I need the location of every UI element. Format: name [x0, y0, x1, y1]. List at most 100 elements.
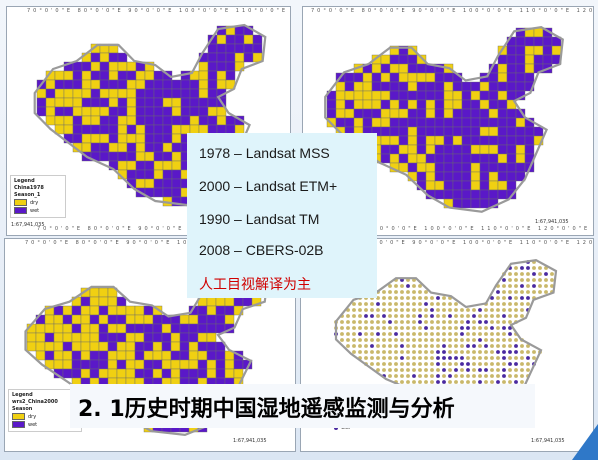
scene-cell	[152, 332, 163, 343]
scene-cell	[62, 368, 73, 379]
dry-swatch	[12, 413, 25, 420]
sample-dot	[454, 320, 458, 324]
scene-cell	[161, 368, 172, 379]
sample-dot	[418, 344, 422, 348]
scene-cell	[515, 117, 526, 128]
sample-dot	[442, 380, 446, 384]
scene-cell	[470, 126, 481, 137]
scene-cell	[479, 126, 490, 137]
sample-dot	[466, 326, 470, 330]
sample-dot	[448, 308, 452, 312]
scene-cell	[380, 99, 391, 110]
scene-cell	[242, 296, 253, 307]
scene-cell	[62, 341, 73, 352]
sample-dot	[412, 338, 416, 342]
sample-dot	[460, 314, 464, 318]
sample-dot	[544, 278, 548, 282]
scene-cell	[479, 117, 490, 128]
scene-cell	[389, 135, 400, 146]
sample-dot	[454, 380, 458, 384]
scene-cell	[452, 162, 463, 173]
scene-cell	[45, 115, 56, 126]
sample-dot	[394, 284, 398, 288]
scene-cell	[207, 88, 218, 99]
sample-dot	[382, 326, 386, 330]
sample-dot	[376, 302, 380, 306]
scene-cell	[206, 332, 217, 343]
sample-dot	[442, 350, 446, 354]
scene-cell	[53, 332, 64, 343]
sample-dot	[364, 320, 368, 324]
scene-cell	[224, 368, 235, 379]
scene-cell	[126, 151, 137, 162]
scene-cell	[179, 323, 190, 334]
scene-cell	[189, 106, 200, 117]
scene-cell	[45, 88, 56, 99]
scene-cell	[362, 90, 373, 101]
scene-cell	[117, 79, 128, 90]
country-boundary	[324, 26, 564, 213]
scene-cell	[542, 45, 553, 56]
scene-cell	[425, 90, 436, 101]
sample-dot	[430, 320, 434, 324]
scene-cell	[425, 81, 436, 92]
scene-cell	[144, 151, 155, 162]
sample-dot	[466, 332, 470, 336]
scene-cell	[45, 106, 56, 117]
scene-cell	[380, 108, 391, 119]
sample-dot	[502, 290, 506, 294]
sample-dot	[388, 302, 392, 306]
scene-cell	[443, 180, 454, 191]
sample-dot	[358, 308, 362, 312]
sample-dot	[514, 368, 518, 372]
sample-dot	[538, 290, 542, 294]
sample-dot	[520, 302, 524, 306]
scene-cell	[99, 106, 110, 117]
scene-cell	[152, 341, 163, 352]
scene-cell	[452, 135, 463, 146]
scene-cell	[81, 142, 92, 153]
scene-cell	[108, 142, 119, 153]
scene-cell	[488, 117, 499, 128]
scene-cell	[117, 160, 128, 171]
sample-dot	[526, 302, 530, 306]
scene-cell	[207, 52, 218, 63]
scene-cell	[371, 72, 382, 83]
scene-cell	[161, 332, 172, 343]
sample-dot	[502, 332, 506, 336]
sample-dot	[382, 332, 386, 336]
sample-dot	[508, 362, 512, 366]
sample-dot	[436, 308, 440, 312]
sample-dot	[508, 302, 512, 306]
scene-cell	[470, 81, 481, 92]
sample-dot	[508, 368, 512, 372]
sample-dot	[382, 356, 386, 360]
sample-dot	[520, 380, 524, 384]
scene-cell	[171, 142, 182, 153]
scene-cell	[81, 61, 92, 72]
sample-dot	[520, 362, 524, 366]
scene-cell	[162, 160, 173, 171]
scene-cell	[108, 52, 119, 63]
scene-cell	[126, 115, 137, 126]
scene-cell	[434, 81, 445, 92]
scene-cell	[80, 296, 91, 307]
sample-dot	[352, 308, 356, 312]
scene-cell	[117, 142, 128, 153]
sample-dot	[448, 344, 452, 348]
scene-cell	[179, 368, 190, 379]
scene-cell	[207, 43, 218, 54]
legend-layer-field: Season	[12, 406, 33, 412]
scene-cell	[117, 52, 128, 63]
scene-cell	[171, 79, 182, 90]
sample-dot	[490, 350, 494, 354]
sample-dot	[448, 350, 452, 354]
sample-dot	[496, 332, 500, 336]
scene-cell	[198, 88, 209, 99]
scene-cell	[389, 81, 400, 92]
sample-dot	[418, 284, 422, 288]
sample-dot	[448, 314, 452, 318]
scene-cell	[117, 61, 128, 72]
scene-cell	[98, 350, 109, 361]
scene-cell	[45, 79, 56, 90]
